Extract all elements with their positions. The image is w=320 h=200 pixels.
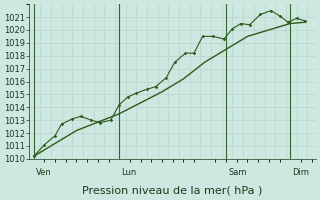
X-axis label: Pression niveau de la mer( hPa ): Pression niveau de la mer( hPa ) <box>83 186 263 196</box>
Text: Dim: Dim <box>292 168 309 177</box>
Text: Ven: Ven <box>36 168 52 177</box>
Text: Sam: Sam <box>228 168 247 177</box>
Text: Lun: Lun <box>121 168 137 177</box>
